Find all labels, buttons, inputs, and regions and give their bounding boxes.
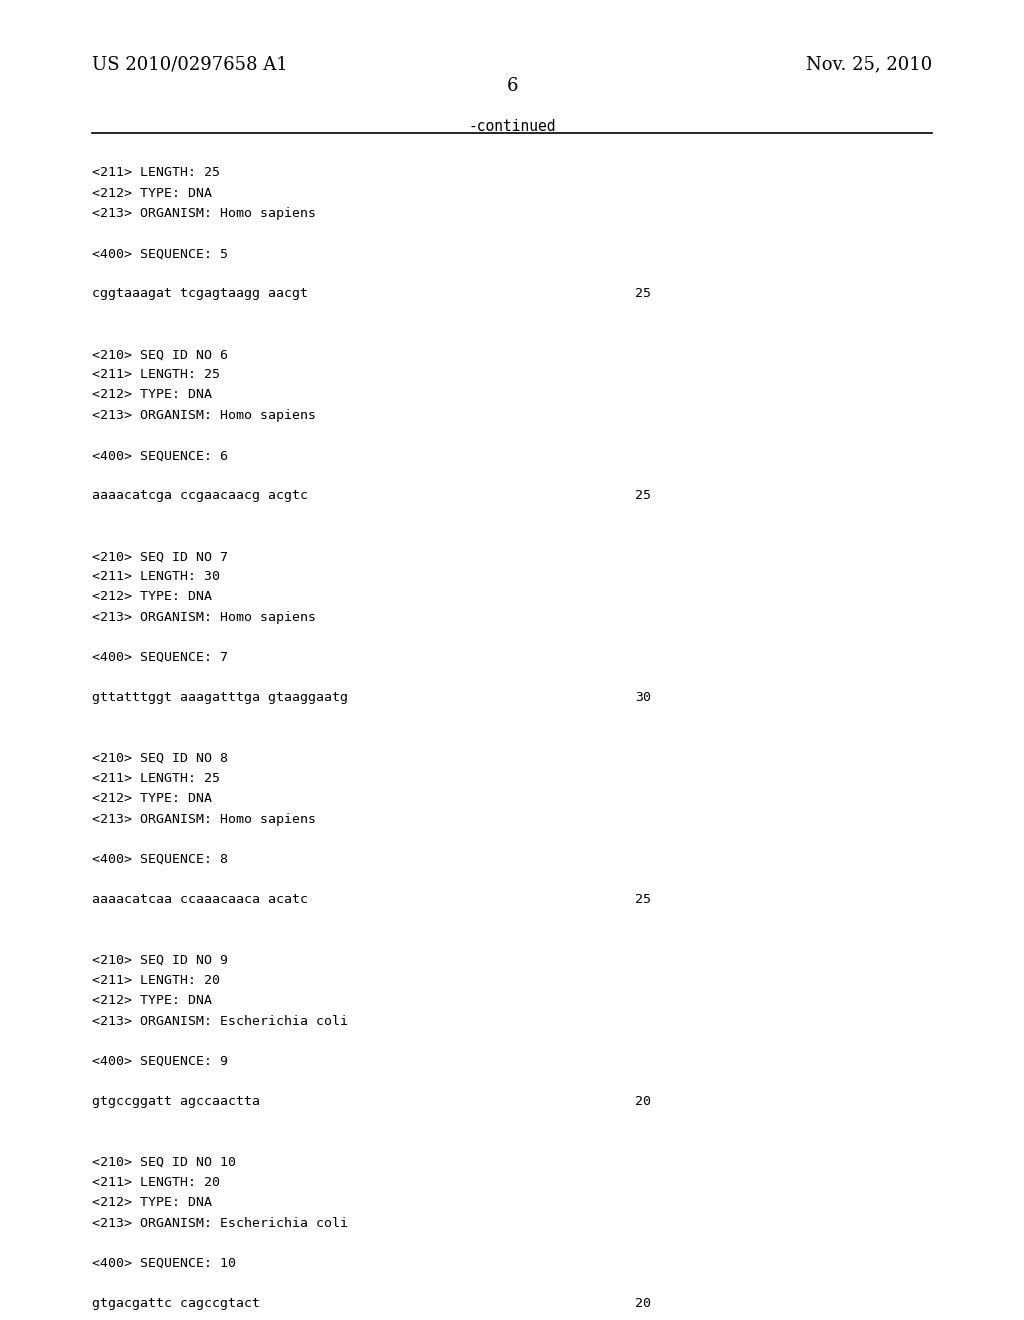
- Text: US 2010/0297658 A1: US 2010/0297658 A1: [92, 55, 288, 74]
- Text: <212> TYPE: DNA: <212> TYPE: DNA: [92, 994, 212, 1007]
- Text: <212> TYPE: DNA: <212> TYPE: DNA: [92, 590, 212, 603]
- Text: 30: 30: [635, 692, 651, 705]
- Text: <212> TYPE: DNA: <212> TYPE: DNA: [92, 186, 212, 199]
- Text: <211> LENGTH: 20: <211> LENGTH: 20: [92, 974, 220, 987]
- Text: cggtaaagat tcgagtaagg aacgt: cggtaaagat tcgagtaagg aacgt: [92, 288, 308, 301]
- Text: <210> SEQ ID NO 9: <210> SEQ ID NO 9: [92, 954, 228, 968]
- Text: 20: 20: [635, 1096, 651, 1109]
- Text: <400> SEQUENCE: 8: <400> SEQUENCE: 8: [92, 853, 228, 866]
- Text: 6: 6: [506, 77, 518, 95]
- Text: <213> ORGANISM: Escherichia coli: <213> ORGANISM: Escherichia coli: [92, 1015, 348, 1027]
- Text: <210> SEQ ID NO 6: <210> SEQ ID NO 6: [92, 348, 228, 362]
- Text: <213> ORGANISM: Homo sapiens: <213> ORGANISM: Homo sapiens: [92, 813, 316, 825]
- Text: <213> ORGANISM: Homo sapiens: <213> ORGANISM: Homo sapiens: [92, 409, 316, 421]
- Text: <213> ORGANISM: Homo sapiens: <213> ORGANISM: Homo sapiens: [92, 611, 316, 623]
- Text: <400> SEQUENCE: 7: <400> SEQUENCE: 7: [92, 651, 228, 664]
- Text: <211> LENGTH: 25: <211> LENGTH: 25: [92, 166, 220, 180]
- Text: <211> LENGTH: 25: <211> LENGTH: 25: [92, 368, 220, 381]
- Text: <210> SEQ ID NO 7: <210> SEQ ID NO 7: [92, 550, 228, 564]
- Text: <211> LENGTH: 25: <211> LENGTH: 25: [92, 772, 220, 785]
- Text: <212> TYPE: DNA: <212> TYPE: DNA: [92, 1196, 212, 1209]
- Text: gtgacgattc cagccgtact: gtgacgattc cagccgtact: [92, 1298, 260, 1311]
- Text: 25: 25: [635, 288, 651, 301]
- Text: aaaacatcga ccgaacaacg acgtc: aaaacatcga ccgaacaacg acgtc: [92, 490, 308, 503]
- Text: 25: 25: [635, 894, 651, 907]
- Text: <210> SEQ ID NO 8: <210> SEQ ID NO 8: [92, 752, 228, 766]
- Text: <213> ORGANISM: Homo sapiens: <213> ORGANISM: Homo sapiens: [92, 207, 316, 219]
- Text: gttatttggt aaagatttga gtaaggaatg: gttatttggt aaagatttga gtaaggaatg: [92, 692, 348, 705]
- Text: <212> TYPE: DNA: <212> TYPE: DNA: [92, 388, 212, 401]
- Text: <400> SEQUENCE: 10: <400> SEQUENCE: 10: [92, 1257, 237, 1270]
- Text: Nov. 25, 2010: Nov. 25, 2010: [806, 55, 932, 74]
- Text: -continued: -continued: [468, 119, 556, 133]
- Text: <211> LENGTH: 30: <211> LENGTH: 30: [92, 570, 220, 583]
- Text: gtgccggatt agccaactta: gtgccggatt agccaactta: [92, 1096, 260, 1109]
- Text: 20: 20: [635, 1298, 651, 1311]
- Text: 25: 25: [635, 490, 651, 503]
- Text: <213> ORGANISM: Escherichia coli: <213> ORGANISM: Escherichia coli: [92, 1217, 348, 1229]
- Text: <211> LENGTH: 20: <211> LENGTH: 20: [92, 1176, 220, 1189]
- Text: <400> SEQUENCE: 6: <400> SEQUENCE: 6: [92, 449, 228, 462]
- Text: <400> SEQUENCE: 5: <400> SEQUENCE: 5: [92, 247, 228, 260]
- Text: <210> SEQ ID NO 10: <210> SEQ ID NO 10: [92, 1156, 237, 1170]
- Text: aaaacatcaa ccaaacaaca acatc: aaaacatcaa ccaaacaaca acatc: [92, 894, 308, 907]
- Text: <400> SEQUENCE: 9: <400> SEQUENCE: 9: [92, 1055, 228, 1068]
- Text: <212> TYPE: DNA: <212> TYPE: DNA: [92, 792, 212, 805]
